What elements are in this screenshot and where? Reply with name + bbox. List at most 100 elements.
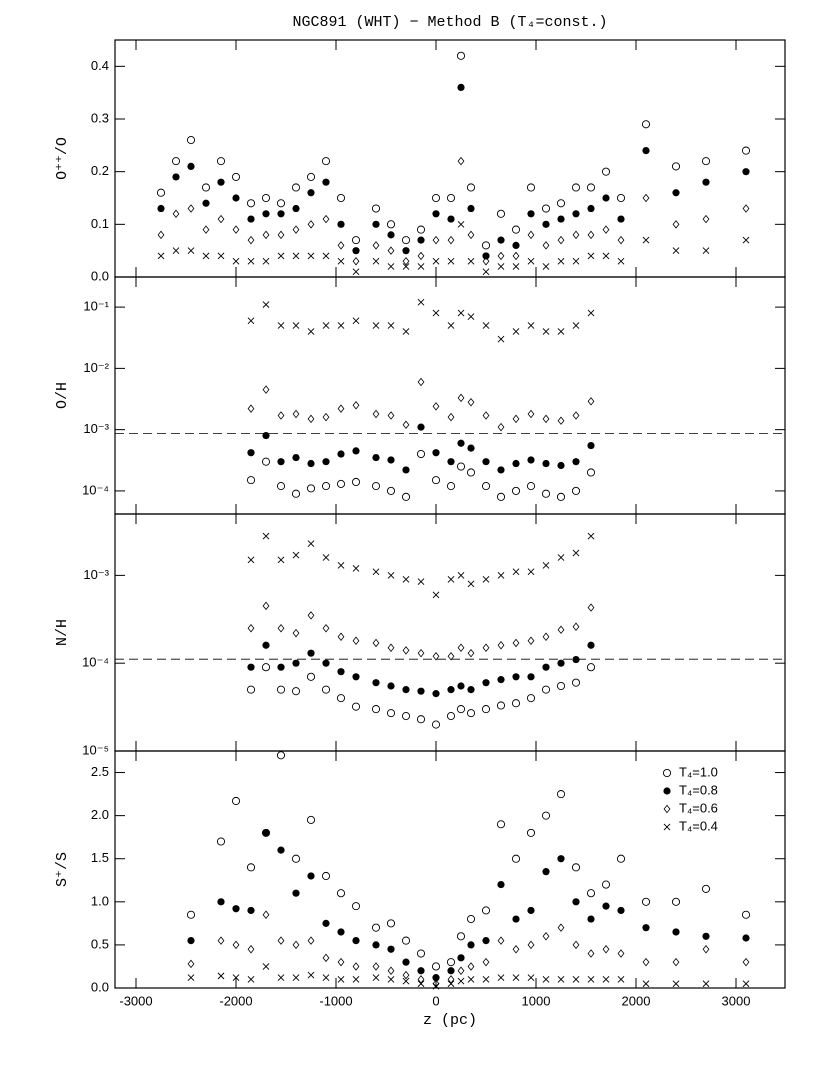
point [372,941,380,949]
y-tick-label: 2.0 [91,807,109,822]
point [187,162,195,170]
point [456,705,466,714]
point [587,603,595,612]
point [466,183,476,192]
point [307,220,315,229]
point [602,252,610,260]
point [172,247,180,255]
point [292,628,300,638]
point [187,204,195,213]
point [432,982,440,990]
point [387,411,395,420]
point [277,322,285,329]
point [262,532,270,540]
point [496,492,506,501]
point [351,702,361,711]
point [467,313,475,320]
point [402,646,410,655]
point [262,963,270,970]
point [277,624,285,633]
point [261,663,271,672]
point [587,532,595,540]
point [457,393,465,403]
point [587,976,595,983]
point [386,486,396,495]
point [641,120,651,129]
point [277,846,285,854]
point [262,431,270,440]
point [542,459,550,468]
point [247,556,255,564]
point [261,457,271,466]
point [247,235,255,245]
x-tick-label: -2000 [219,993,252,1008]
point [352,636,360,646]
point [277,936,285,945]
point [371,923,381,932]
point [276,482,286,491]
point [496,701,506,710]
point [672,220,680,229]
point [306,815,316,824]
point [642,147,650,155]
point [617,257,625,265]
point [467,580,475,588]
point [417,980,425,988]
point [157,252,165,260]
point [291,489,301,498]
x-tick-label: -1000 [319,993,352,1008]
point [616,193,626,203]
point [217,178,225,186]
point [702,932,710,940]
point [557,659,565,667]
point [232,225,240,234]
point [322,974,330,982]
point [292,453,300,462]
point [372,257,380,265]
point [542,414,550,424]
point [387,976,395,983]
point [306,172,316,181]
point [602,902,610,910]
point [352,247,360,255]
legend-label: T₄=0.8 [679,782,718,797]
point [527,673,535,681]
point [262,301,270,308]
point [447,215,455,223]
point [497,466,505,474]
point [307,189,315,197]
panel-frame [114,750,786,989]
point [386,709,396,718]
point [417,578,425,585]
point [307,971,315,979]
point [431,720,441,729]
point [402,247,410,255]
point [372,568,380,576]
y-tick-label: 0.1 [91,216,109,231]
point [307,872,315,880]
point [277,210,285,218]
point [671,897,681,906]
point [247,976,255,983]
point [371,204,381,213]
point [557,461,565,470]
legend-marker [663,804,671,814]
point [387,246,395,255]
point [482,458,490,466]
point [617,949,625,958]
point [457,156,465,166]
point [157,204,165,213]
point [352,976,360,983]
point [337,561,345,569]
point [262,641,270,649]
point [336,889,346,898]
point [617,906,625,915]
point [322,919,330,927]
point [572,622,580,631]
point [447,576,455,583]
point [457,571,465,579]
point [291,854,301,863]
point [432,235,440,245]
point [231,172,241,181]
point [447,686,455,694]
